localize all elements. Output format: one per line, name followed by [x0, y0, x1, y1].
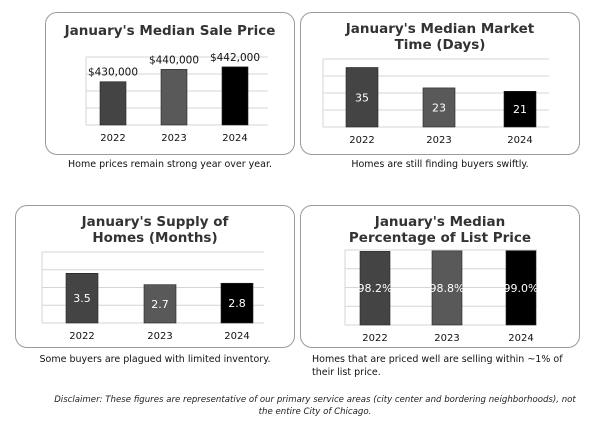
- bar-2022: [359, 251, 391, 326]
- bar-2024: [503, 91, 537, 128]
- bar-2023: [160, 69, 188, 126]
- x-tick-label: 2022: [362, 333, 387, 344]
- x-tick-label: 2024: [222, 133, 247, 144]
- bar-2023: [422, 87, 456, 128]
- chart-card-supply: January's Supply of Homes (Months) 3.5 20…: [15, 205, 295, 348]
- chart-caption: Homes that are priced well are selling w…: [312, 354, 563, 378]
- data-label: 3.5: [73, 292, 91, 305]
- data-label: 99.0%: [504, 282, 539, 295]
- bar-2022: [99, 81, 127, 126]
- bar-2022: [345, 67, 379, 128]
- data-label: 98.8%: [430, 282, 465, 295]
- x-tick-label: 2023: [434, 333, 459, 344]
- bar-2022: [65, 273, 99, 324]
- x-tick-label: 2022: [100, 133, 125, 144]
- x-tick-label: 2022: [349, 135, 374, 146]
- chart-card-market-time: January's Median Market Time (Days) 35 20…: [300, 12, 580, 155]
- bar-2023: [431, 250, 463, 326]
- data-label: $440,000: [149, 54, 199, 66]
- disclaimer-text: Disclaimer: These figures are representa…: [54, 395, 576, 417]
- chart-caption: Home prices remain strong year over year…: [68, 159, 272, 170]
- x-tick-label: 2023: [161, 133, 186, 144]
- data-label: 2.7: [151, 298, 169, 311]
- chart-caption: Homes are still finding buyers swiftly.: [351, 159, 529, 170]
- data-label: 98.2%: [358, 282, 393, 295]
- bar-chart: $430,000 2022 $440,000 2023 $442,000 2024: [85, 52, 268, 144]
- chart-card-sale-price: January's Median Sale Price $430,000 2022…: [45, 12, 295, 155]
- chart-card-list-price: January's Median Percentage of List Pric…: [300, 205, 580, 348]
- x-tick-label: 2023: [426, 135, 451, 146]
- data-label: 2.8: [228, 297, 246, 310]
- data-label: 23: [432, 101, 446, 114]
- data-label: 21: [513, 103, 527, 116]
- bar-2024: [505, 250, 537, 326]
- x-tick-label: 2024: [507, 135, 532, 146]
- bar-chart: 3.5 2022 2.7 2023 2.8 2024: [41, 251, 264, 342]
- x-tick-label: 2024: [508, 333, 533, 344]
- bar-chart: 35 2022 23 2023 21 2024: [322, 58, 549, 146]
- data-label: 35: [355, 91, 369, 104]
- chart-title: January's Median Market Time (Days): [345, 21, 535, 53]
- data-label: $430,000: [88, 67, 138, 79]
- data-label: $442,000: [210, 52, 260, 64]
- x-tick-label: 2023: [147, 331, 172, 342]
- bar-2023: [143, 284, 177, 324]
- chart-title: January's Supply of Homes (Months): [81, 214, 229, 246]
- chart-title: January's Median Sale Price: [64, 23, 276, 39]
- bar-2024: [221, 66, 249, 126]
- bar-2024: [220, 282, 254, 324]
- x-tick-label: 2024: [224, 331, 249, 342]
- x-tick-label: 2022: [69, 331, 94, 342]
- chart-caption: Some buyers are plagued with limited inv…: [39, 354, 271, 365]
- bar-chart: 98.2% 2022 98.8% 2023 99.0% 2024: [344, 249, 539, 344]
- chart-title: January's Median Percentage of List Pric…: [348, 214, 532, 246]
